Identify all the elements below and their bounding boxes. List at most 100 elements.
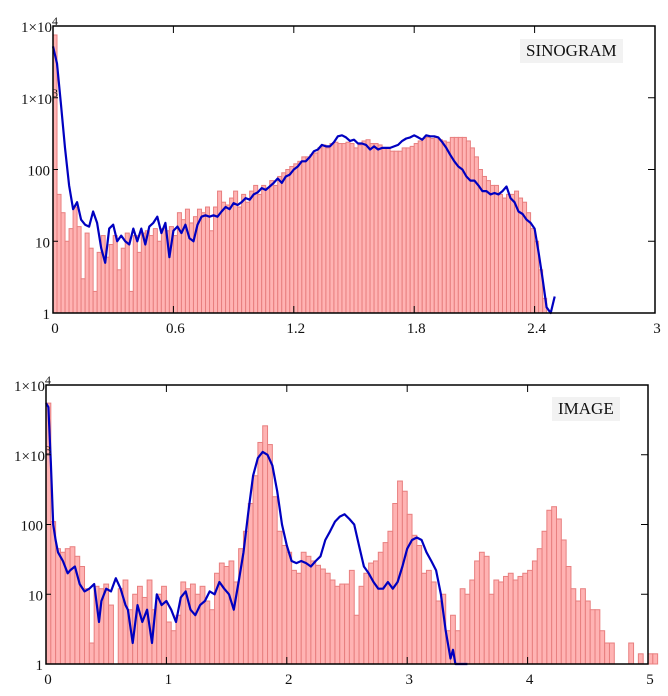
histogram-bar <box>433 136 439 314</box>
histogram-bar <box>417 140 423 314</box>
x-tick-label: 1 <box>165 672 173 688</box>
histogram-bar <box>325 147 331 314</box>
histogram-bar <box>309 154 315 314</box>
histogram-bar <box>225 204 231 314</box>
histogram-bar <box>387 530 394 665</box>
histogram-bar <box>317 147 323 314</box>
histogram-bar <box>285 169 291 314</box>
histogram-bar <box>141 596 148 665</box>
histogram-bar <box>84 232 90 314</box>
histogram-bar <box>96 251 102 314</box>
histogram-bar <box>334 585 341 665</box>
histogram-bar <box>385 147 391 314</box>
histogram-bar <box>405 147 411 314</box>
histogram-bar <box>221 201 227 314</box>
histogram-bar <box>273 184 279 314</box>
histogram-bar <box>209 609 216 665</box>
histogram-bar <box>218 562 225 665</box>
histogram-bar <box>575 600 582 665</box>
histogram-bar <box>333 141 339 314</box>
histogram-bar <box>401 490 408 665</box>
x-tick-label: 2.4 <box>527 321 546 337</box>
histogram-bar <box>321 144 327 314</box>
histogram-bar <box>72 206 78 314</box>
histogram-bar <box>435 600 442 665</box>
histogram-bar <box>361 140 367 314</box>
histogram-bar <box>416 544 423 665</box>
y-tick-label: 1 <box>36 658 44 674</box>
histogram-bar <box>92 290 98 314</box>
histogram-bar <box>276 530 283 665</box>
histogram-bar <box>589 609 596 665</box>
histogram-bar <box>478 551 485 665</box>
histogram-bar <box>233 190 239 314</box>
y-tick-label: 1×103 <box>14 443 51 465</box>
histogram-bar <box>170 630 177 665</box>
histogram-bar <box>253 184 259 314</box>
histogram-bar <box>518 197 524 314</box>
histogram-bar <box>474 560 480 665</box>
histogram-bar <box>506 193 512 314</box>
histogram-bar <box>229 197 235 314</box>
histogram-bar <box>512 579 519 665</box>
histogram-bar <box>348 569 355 665</box>
histogram-bar <box>425 569 432 665</box>
histogram-bar <box>358 585 365 665</box>
y-tick-label: 100 <box>28 164 51 180</box>
histogram-bar <box>241 193 247 314</box>
histogram-bar <box>247 503 254 665</box>
histogram-bar <box>541 530 548 665</box>
histogram-bar <box>301 156 307 314</box>
histogram-bar <box>249 190 255 314</box>
histogram-bar <box>117 588 124 665</box>
y-tick-label: 100 <box>21 519 44 535</box>
y-tick-label: 10 <box>35 235 50 251</box>
histogram-bar <box>324 572 331 665</box>
x-tick-label: 3 <box>653 321 661 337</box>
histogram-bar <box>526 212 532 314</box>
histogram-bar <box>437 139 443 314</box>
histogram-bar <box>64 240 70 314</box>
histogram-bar <box>205 206 211 314</box>
histogram-bar <box>429 138 435 314</box>
histogram-bar <box>112 235 118 314</box>
histogram-bar <box>172 235 178 314</box>
histogram-bar <box>262 425 269 665</box>
histogram-bar <box>337 143 343 314</box>
y-tick-label: 10 <box>28 588 43 604</box>
histogram-bar <box>281 544 288 665</box>
histogram-bar <box>464 593 471 665</box>
histogram-bar <box>313 152 319 314</box>
x-tick-label: 0 <box>44 672 52 688</box>
histogram-bar <box>469 147 475 314</box>
histogram-bar <box>189 583 196 665</box>
histogram-bar <box>353 614 360 665</box>
histogram-bar <box>128 290 134 314</box>
histogram-bar <box>329 143 335 314</box>
histogram-bar <box>295 572 302 665</box>
histogram-bar <box>498 581 505 665</box>
histogram-bar <box>411 534 418 665</box>
histogram-bar <box>551 506 557 665</box>
histogram-bar <box>461 136 467 314</box>
histogram-bar <box>88 642 95 665</box>
histogram-bar <box>104 256 110 314</box>
histogram-bar <box>281 172 287 314</box>
histogram-bar <box>132 235 138 314</box>
histogram-bar <box>652 653 659 665</box>
histogram-bar <box>320 568 326 665</box>
histogram-bar <box>570 588 577 665</box>
y-tick-label: 1×104 <box>14 373 51 395</box>
histogram-bar <box>136 251 142 314</box>
histogram-bar <box>594 609 601 665</box>
histogram-bar <box>401 147 407 314</box>
histogram-bar <box>55 548 61 665</box>
histogram-bar <box>527 569 533 665</box>
histogram-bar <box>365 139 371 314</box>
histogram-bar <box>297 160 303 314</box>
histogram-bar <box>493 579 500 665</box>
histogram-bar <box>363 572 370 665</box>
histogram-bar <box>493 184 499 314</box>
y-tick-label: 1×104 <box>21 14 58 36</box>
